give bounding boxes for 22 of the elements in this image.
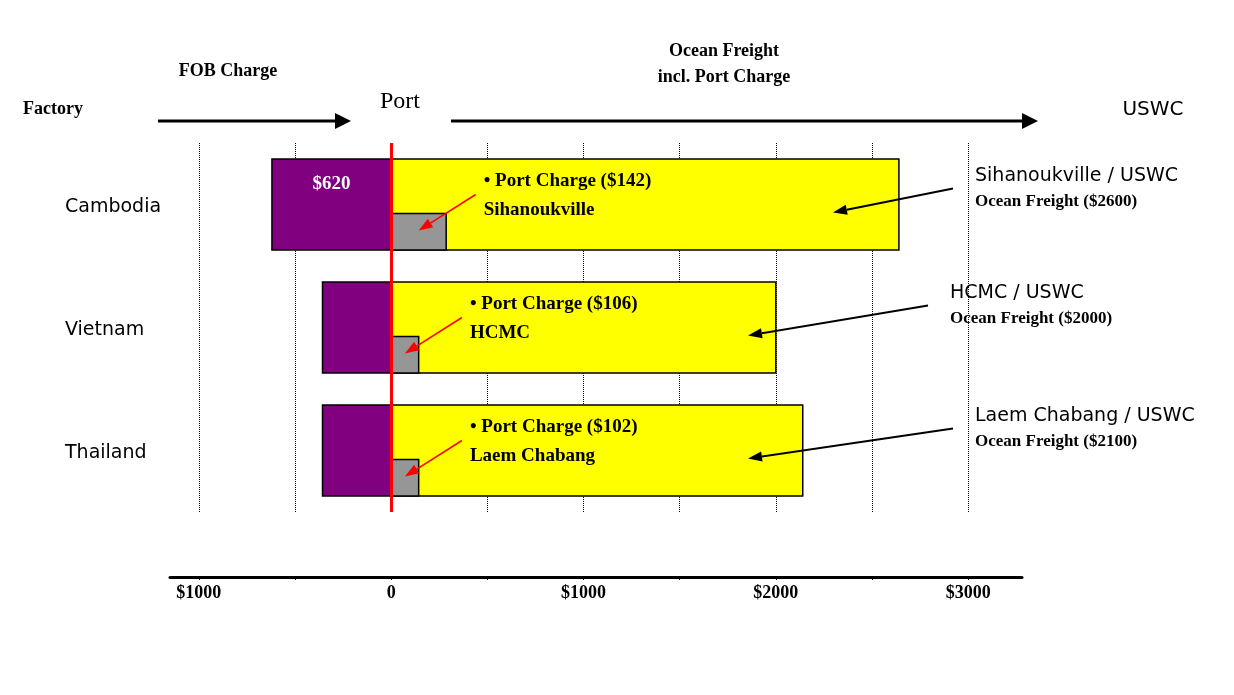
text: Port [379,87,421,113]
text: FOB Charge [178,60,278,80]
x-tick-label: $1000 [176,582,222,602]
text: Ocean Freight incl. Port Charge [657,40,791,86]
x-tick-label: 0 [386,582,396,602]
bar [321,404,392,497]
x-tick-label: $3000 [945,582,991,602]
annotation: Laem Chabang / USWC Ocean Freight ($2100) [975,403,1195,450]
bar [321,281,392,374]
data-label: $620 [312,171,351,193]
annotation: • Port Charge ($102) Laem Chabang [469,414,638,465]
x-tick-label: $2000 [753,582,799,602]
y-tick-label: Cambodia [65,193,162,216]
annotation: • Port Charge ($142) Sihanoukville [483,168,652,219]
annotation: HCMC / USWC Ocean Freight ($2000) [950,280,1113,327]
text: Factory [23,98,83,118]
y-tick-label: Vietnam [65,316,145,339]
text: USWC [1122,96,1184,120]
annotation: • Port Charge ($106) HCMC [469,291,638,342]
annotation: Sihanoukville / USWC Ocean Freight ($2600) [975,163,1179,210]
y-tick-label: Thailand [64,439,147,462]
x-tick-label: $1000 [561,582,606,602]
